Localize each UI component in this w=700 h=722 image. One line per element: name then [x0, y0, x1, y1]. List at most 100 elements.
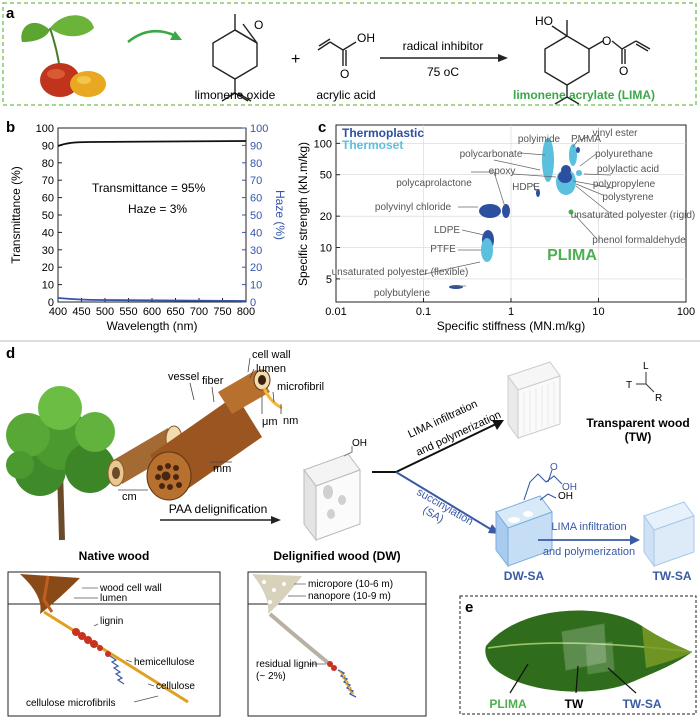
label-unsat-rigid: unsaturated polyester (rigid): [571, 210, 696, 221]
b-ytick-label-right: 80: [250, 158, 262, 170]
panel-c-xlabel: Specific stiffness (MN.m/kg): [437, 319, 585, 333]
b-ytick-label-right: 60: [250, 193, 262, 205]
panel-b-xlabel: Wavelength (nm): [107, 319, 198, 333]
native-cellulose-microfibrils: cellulose microfibrils: [26, 698, 115, 709]
label-um: μm: [262, 416, 278, 428]
epoxide-o-atom: O: [254, 18, 263, 32]
leaf-photo: [485, 610, 693, 692]
b-ytick-label-left: 70: [42, 175, 54, 187]
label-succinylation: succinylation: [415, 486, 476, 528]
b-xtick-label: 600: [143, 306, 161, 318]
panel-b-ylabel-left: Transmittance (%): [9, 166, 23, 264]
delig-nanopore: nanopore (10-9 m): [308, 591, 391, 602]
panel-e-label: e: [465, 599, 473, 616]
b-xtick-label: 800: [237, 306, 255, 318]
b-xtick-label: 700: [190, 306, 208, 318]
c-xtick-label: 1: [508, 306, 514, 318]
orientation-axes: [636, 372, 655, 393]
lima-ho: HO: [535, 14, 553, 28]
label-polycarbonate: polycarbonate: [460, 149, 523, 160]
bubble-polyurethane: [576, 170, 582, 176]
b-ytick-label-left: 10: [42, 280, 54, 292]
native-lumen: lumen: [100, 593, 127, 604]
condition-inhibitor: radical inhibitor: [403, 39, 484, 53]
acrylic-o: O: [340, 67, 349, 81]
label-hdpe: HDPE: [512, 182, 540, 193]
bubble-polyurethane-small: [576, 147, 580, 153]
bubble-hdpe: [536, 189, 540, 197]
label-ldpe: LDPE: [434, 225, 460, 236]
lima-carbonyl-o: O: [619, 64, 628, 78]
label-acrylic-acid: acrylic acid: [316, 88, 375, 102]
b-ytick-label-left: 20: [42, 262, 54, 274]
plus-sign: +: [291, 51, 300, 68]
c-xtick-label: 10: [592, 306, 604, 318]
native-wood-title: Native wood: [79, 549, 150, 563]
bubble-plima: [568, 209, 574, 215]
label-tw-sa: TW-SA: [652, 569, 691, 583]
b-xtick-label: 400: [49, 306, 67, 318]
green-arrow-icon: [127, 29, 177, 43]
bubble-polycaprolactone: [502, 204, 510, 218]
label-cm: cm: [122, 491, 137, 503]
axis-t: T: [626, 380, 632, 391]
delignified-wood-inset: Delignified wood (DW) micropore (10-6 m)…: [247, 549, 427, 717]
label-vinyl-ester: vinyl ester: [592, 128, 638, 139]
label-epoxy: epoxy: [489, 166, 516, 177]
b-ytick-label-left: 90: [42, 140, 54, 152]
native-wood-cell-wall: wood cell wall: [99, 583, 162, 594]
b-ytick-label-right: 30: [250, 245, 262, 257]
dw-block-illustration: [303, 446, 361, 542]
material-labels: polyimide PMMA vinyl ester polycarbonate…: [332, 128, 696, 299]
b-ytick-label-left: 30: [42, 245, 54, 257]
label-mm: mm: [213, 463, 231, 475]
label-microfibril: microfibril: [277, 381, 324, 393]
plant-fruit-illustration: [21, 15, 106, 97]
c-ytick-label: 10: [320, 243, 332, 255]
label-fiber: fiber: [202, 375, 224, 387]
b-xtick-label: 650: [166, 306, 184, 318]
panel-d-label: d: [6, 345, 15, 362]
panel-c-grid: 0.01 0.1 1 10 100 5 10 20 50 100: [314, 125, 695, 318]
label-polycaprolactone: polycaprolactone: [396, 178, 472, 189]
lima-structure: [544, 20, 651, 105]
b-xtick-label: 450: [72, 306, 90, 318]
label-polyimide: polyimide: [518, 134, 561, 145]
c-ytick-label: 20: [320, 211, 332, 223]
haze-curve: [57, 297, 247, 302]
twsa-block-illustration: [643, 501, 695, 568]
lima-ester-o: O: [602, 34, 611, 48]
leaf-label-tw-sa: TW-SA: [622, 697, 661, 711]
label-lima-inf-bottom-1: LIMA infiltration: [551, 521, 626, 533]
transmittance-annotation: Transmittance = 95%: [92, 181, 206, 195]
acrylic-oh: OH: [357, 31, 375, 45]
native-hemicellulose: hemicellulose: [134, 657, 195, 668]
dw-oh: OH: [352, 438, 367, 449]
label-vessel: vessel: [168, 371, 199, 383]
legend-thermoplastic: Thermoplastic: [342, 126, 424, 140]
label-transparent-wood: Transparent wood: [586, 416, 689, 430]
b-xtick-label: 750: [213, 306, 231, 318]
label-lima: limonene acrylate (LIMA): [513, 88, 655, 102]
dwsa-o-1: O: [550, 462, 558, 473]
fiber-bundle-illustration: [146, 369, 283, 501]
label-cell-wall: cell wall: [252, 349, 291, 361]
delig-micropore: micropore (10-6 m): [308, 579, 393, 590]
c-ytick-label: 100: [314, 138, 332, 150]
leaf-label-plima: PLIMA: [489, 697, 527, 711]
native-wood-inset: Native wood wood cell wall lum: [7, 549, 221, 717]
c-xtick-label: 0.01: [325, 306, 346, 318]
bubble-polybutylene: [449, 285, 463, 289]
label-dw-sa: DW-SA: [504, 569, 545, 583]
label-polybutylene: polybutylene: [374, 288, 431, 299]
tree-illustration: [6, 386, 115, 541]
b-ytick-label-right: 70: [250, 175, 262, 187]
c-xtick-label: 0.1: [416, 306, 431, 318]
haze-annotation: Haze = 3%: [128, 202, 187, 216]
b-ytick-label-right: 90: [250, 140, 262, 152]
label-nm: nm: [283, 415, 298, 427]
delig-residual-pct: (~ 2%): [256, 671, 286, 682]
label-limonene-oxide: limonene oxide: [195, 88, 276, 102]
